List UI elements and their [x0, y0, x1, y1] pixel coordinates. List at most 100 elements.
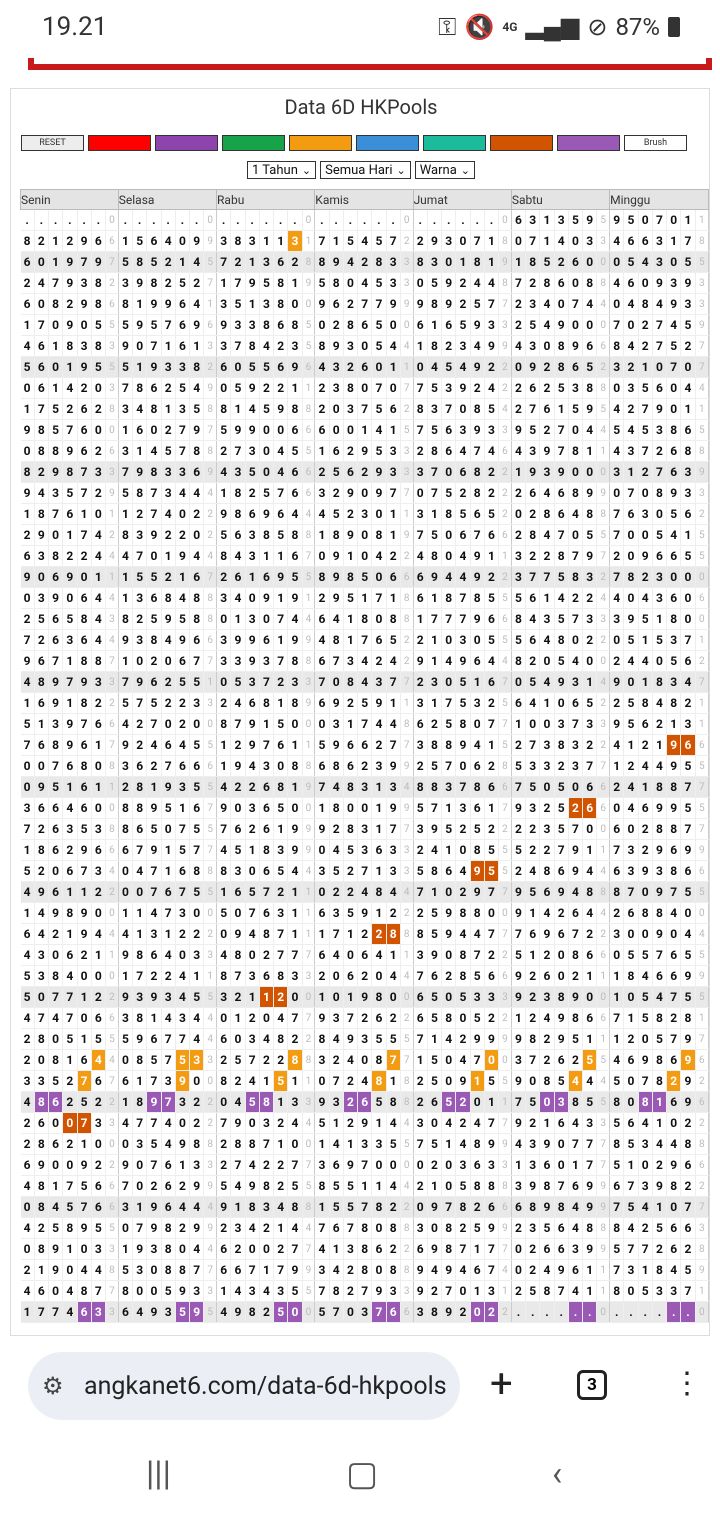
digit-cell[interactable]: 4 — [146, 902, 162, 924]
digit-cell[interactable]: 1 — [666, 230, 682, 252]
digit-cell[interactable]: 4 — [230, 545, 246, 567]
digit-cell[interactable]: 1 — [48, 1175, 64, 1197]
digit-cell[interactable]: 2 — [525, 818, 541, 840]
digit-cell[interactable]: 9 — [77, 230, 92, 252]
digit-cell[interactable]: 0 — [623, 587, 639, 609]
digit-cell[interactable]: 4 — [680, 671, 696, 693]
digit-cell[interactable]: 0 — [638, 1028, 653, 1050]
digit-cell[interactable]: 1 — [357, 587, 373, 609]
digit-cell[interactable]: 2 — [511, 398, 527, 420]
digit-cell[interactable]: 7 — [441, 1196, 457, 1218]
digit-cell[interactable]: 3 — [91, 671, 107, 693]
digit-cell[interactable]: 2 — [568, 1049, 584, 1071]
digit-cell[interactable]: 8 — [582, 377, 598, 399]
digit-cell[interactable]: 2 — [343, 860, 359, 882]
digit-cell[interactable]: 8 — [525, 1196, 541, 1218]
digit-cell[interactable]: 2 — [484, 755, 500, 777]
digit-cell[interactable]: 1 — [386, 524, 401, 546]
digit-cell[interactable]: 8 — [230, 503, 246, 525]
digit-cell[interactable]: 0 — [371, 1217, 387, 1239]
digit-cell[interactable]: 0 — [554, 1154, 569, 1176]
digit-cell[interactable]: 6 — [525, 377, 541, 399]
digit-cell[interactable]: 1 — [91, 944, 107, 966]
digit-cell[interactable]: 2 — [511, 1280, 527, 1302]
digit-cell[interactable]: 3 — [609, 923, 625, 945]
digit-cell[interactable]: 7 — [680, 776, 696, 798]
digit-cell[interactable]: . — [34, 209, 50, 231]
digit-cell[interactable]: 3 — [441, 377, 457, 399]
digit-cell[interactable]: 7 — [273, 608, 289, 630]
digit-cell[interactable]: 9 — [146, 1217, 162, 1239]
digit-cell[interactable]: 1 — [343, 986, 359, 1008]
digit-cell[interactable]: 3 — [484, 314, 500, 336]
digit-cell[interactable]: 5 — [189, 881, 205, 903]
digit-cell[interactable]: 6 — [62, 755, 78, 777]
digit-cell[interactable]: 0 — [34, 755, 50, 777]
digit-cell[interactable]: 6 — [357, 314, 373, 336]
digit-cell[interactable]: 4 — [666, 1133, 682, 1155]
digit-cell[interactable]: 3 — [623, 377, 639, 399]
digit-cell[interactable]: 3 — [91, 1112, 107, 1134]
digit-cell[interactable]: 0 — [287, 1133, 303, 1155]
digit-cell[interactable]: 7 — [175, 440, 191, 462]
digit-cell[interactable]: 3 — [62, 818, 78, 840]
digit-cell[interactable]: 8 — [652, 1049, 668, 1071]
digit-cell[interactable]: 3 — [470, 986, 485, 1008]
digit-cell[interactable]: 7 — [245, 1259, 260, 1281]
digit-cell[interactable]: 8 — [666, 692, 682, 714]
digit-cell[interactable]: 6 — [91, 1196, 107, 1218]
digit-cell[interactable]: 2 — [118, 776, 134, 798]
digit-cell[interactable]: 5 — [91, 314, 107, 336]
digit-cell[interactable]: 9 — [230, 419, 246, 441]
digit-cell[interactable]: 0 — [470, 713, 485, 735]
digit-cell[interactable]: 3 — [216, 293, 232, 315]
digit-cell[interactable]: 8 — [470, 398, 485, 420]
digit-cell[interactable]: 0 — [62, 587, 78, 609]
digit-cell[interactable]: 2 — [77, 545, 92, 567]
digit-cell[interactable]: 3 — [652, 860, 668, 882]
digit-cell[interactable]: 1 — [371, 902, 387, 924]
digit-cell[interactable]: 1 — [623, 1154, 639, 1176]
digit-cell[interactable]: 5 — [343, 839, 359, 861]
digit-cell[interactable]: 1 — [161, 839, 176, 861]
digit-cell[interactable]: 3 — [329, 1007, 344, 1029]
digit-cell[interactable]: 3 — [511, 566, 527, 588]
digit-cell[interactable]: 3 — [568, 377, 584, 399]
digit-cell[interactable]: 5 — [427, 1070, 443, 1092]
digit-cell[interactable]: 1 — [638, 776, 653, 798]
digit-cell[interactable]: 8 — [230, 944, 246, 966]
digit-cell[interactable]: 7 — [638, 1238, 653, 1260]
digit-cell[interactable]: 2 — [216, 1217, 232, 1239]
digit-cell[interactable]: 9 — [287, 587, 303, 609]
digit-cell[interactable]: 1 — [118, 1238, 134, 1260]
digit-cell[interactable]: 5 — [638, 608, 653, 630]
digit-cell[interactable]: 0 — [132, 881, 148, 903]
digit-cell[interactable]: 3 — [652, 587, 668, 609]
digit-cell[interactable]: 1 — [329, 1112, 344, 1134]
digit-cell[interactable]: 0 — [273, 755, 289, 777]
digit-cell[interactable]: 9 — [357, 902, 373, 924]
digit-cell[interactable]: . — [118, 209, 134, 231]
digit-cell[interactable]: 3 — [413, 1217, 428, 1239]
digit-cell[interactable]: 3 — [455, 1154, 471, 1176]
digit-cell[interactable]: 2 — [511, 377, 527, 399]
digit-cell[interactable]: 4 — [568, 1070, 584, 1092]
digit-cell[interactable]: . — [259, 209, 275, 231]
digit-cell[interactable]: 9 — [539, 1133, 555, 1155]
digit-cell[interactable]: 2 — [455, 293, 471, 315]
digit-cell[interactable]: 6 — [273, 734, 289, 756]
digit-cell[interactable]: 4 — [216, 776, 232, 798]
digit-cell[interactable]: 1 — [287, 377, 303, 399]
digit-cell[interactable]: 4 — [314, 629, 330, 651]
digit-cell[interactable]: 0 — [48, 944, 64, 966]
digit-cell[interactable]: 3 — [259, 293, 275, 315]
digit-cell[interactable]: 9 — [652, 881, 668, 903]
digit-cell[interactable]: 9 — [357, 1112, 373, 1134]
digit-cell[interactable]: 0 — [609, 251, 625, 273]
digit-cell[interactable]: 0 — [161, 650, 176, 672]
digit-cell[interactable]: 7 — [568, 818, 584, 840]
digit-cell[interactable]: 2 — [146, 650, 162, 672]
digit-cell[interactable]: 8 — [189, 587, 205, 609]
digit-cell[interactable]: 6 — [259, 566, 275, 588]
digit-cell[interactable]: 9 — [20, 566, 35, 588]
